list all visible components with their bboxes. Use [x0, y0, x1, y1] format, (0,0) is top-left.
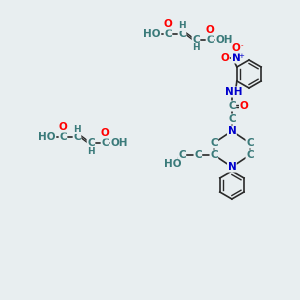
- Text: +: +: [238, 53, 244, 59]
- Text: O: O: [164, 19, 172, 29]
- Text: C: C: [210, 150, 218, 160]
- Text: O: O: [58, 122, 68, 132]
- Text: H: H: [73, 124, 81, 134]
- Text: HO: HO: [38, 132, 56, 142]
- Text: -: -: [241, 42, 243, 48]
- Text: C: C: [192, 35, 200, 45]
- Text: N: N: [227, 162, 236, 172]
- Text: C: C: [194, 150, 202, 160]
- Text: OH: OH: [215, 35, 233, 45]
- Text: HO: HO: [143, 29, 161, 39]
- Text: C: C: [164, 29, 172, 39]
- Text: H: H: [192, 44, 200, 52]
- Text: C: C: [206, 35, 214, 45]
- Text: C: C: [246, 150, 254, 160]
- Text: C: C: [178, 29, 186, 39]
- Text: N: N: [232, 53, 240, 63]
- Text: H: H: [178, 22, 186, 31]
- Text: O: O: [206, 25, 214, 35]
- Text: C: C: [246, 138, 254, 148]
- Text: C: C: [59, 132, 67, 142]
- Text: C: C: [73, 132, 81, 142]
- Text: C: C: [210, 138, 218, 148]
- Text: OH: OH: [110, 138, 128, 148]
- Text: C: C: [87, 138, 95, 148]
- Text: N: N: [227, 126, 236, 136]
- Text: C: C: [228, 114, 236, 124]
- Text: C: C: [101, 138, 109, 148]
- Text: C: C: [228, 101, 236, 111]
- Text: O: O: [100, 128, 109, 138]
- Text: H: H: [87, 146, 95, 155]
- Text: O: O: [220, 53, 229, 63]
- Text: O: O: [232, 43, 240, 53]
- Text: C: C: [178, 150, 186, 160]
- Text: HO: HO: [164, 159, 182, 169]
- Text: NH: NH: [225, 87, 243, 97]
- Text: O: O: [239, 101, 248, 111]
